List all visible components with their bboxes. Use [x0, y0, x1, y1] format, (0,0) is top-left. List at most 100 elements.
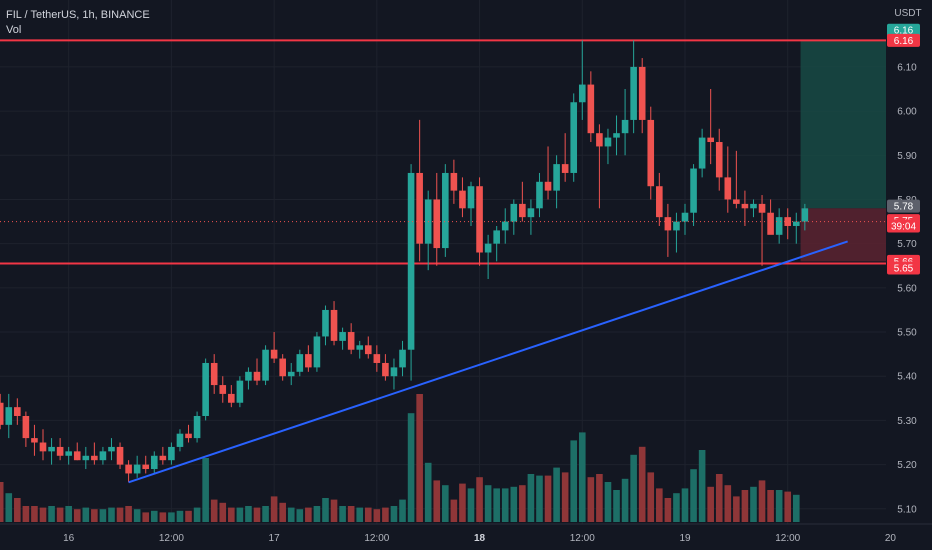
price-tick-label: 6.10 — [897, 62, 917, 73]
candle-body — [801, 208, 809, 222]
price-tag — [887, 23, 920, 37]
price-tag-label: 6.16 — [894, 26, 914, 37]
volume-bar — [56, 507, 64, 522]
volume-bar — [116, 507, 124, 522]
candle-body — [442, 172, 449, 249]
candle-body — [339, 332, 346, 341]
price-tag-label: 5.65 — [894, 263, 914, 274]
volume-bar — [664, 498, 672, 522]
candle-body — [510, 203, 518, 222]
candle-body — [193, 416, 201, 439]
candle-body — [245, 371, 252, 381]
volume-bar — [176, 510, 184, 522]
candle-body — [262, 349, 269, 381]
candle-body — [322, 309, 329, 337]
candle-body — [681, 212, 689, 222]
candle-body — [459, 190, 466, 209]
candle-body — [484, 243, 492, 253]
candle-body — [647, 119, 655, 187]
volume-bar — [133, 509, 141, 522]
candle-body — [22, 416, 30, 439]
volume-bar — [168, 512, 175, 522]
candle-body — [133, 464, 141, 474]
volume-bar — [185, 510, 192, 522]
candle-body — [305, 354, 312, 368]
candle-body — [116, 446, 124, 465]
candlesticks — [0, 40, 886, 483]
candle-body — [287, 371, 295, 377]
candle-body — [270, 349, 278, 359]
volume-bar — [322, 498, 329, 522]
horizontal-lines[interactable] — [0, 39, 886, 265]
candle-body — [715, 142, 723, 178]
volume-bar — [347, 506, 355, 522]
candle-body — [630, 66, 637, 120]
volume-bar — [501, 488, 509, 522]
currency-label: USDT — [894, 8, 921, 19]
candle-body — [99, 451, 107, 461]
volume-bar — [741, 490, 749, 522]
time-tick-label: 12:00 — [570, 533, 595, 544]
volume-legend[interactable]: Vol — [6, 24, 22, 36]
price-tick-label: 5.20 — [897, 460, 917, 471]
volume-bar — [193, 507, 201, 522]
price-tick-label: 5.70 — [897, 239, 917, 250]
candle-body — [561, 164, 569, 173]
price-tag-label: 5.78 — [894, 202, 914, 213]
volume-bar — [287, 507, 295, 522]
candle-body — [416, 172, 423, 244]
volume-bar — [750, 486, 757, 522]
candle-body — [185, 433, 192, 439]
candle-body — [613, 133, 620, 138]
volume-bar — [527, 474, 535, 522]
trendline-group[interactable] — [128, 240, 848, 484]
candle-body — [501, 221, 509, 231]
volume-bar — [467, 488, 475, 522]
volume-bar — [416, 394, 423, 522]
candle-body — [108, 446, 115, 452]
candle-body — [210, 362, 218, 386]
volume-bar — [587, 477, 595, 522]
volume-bar — [382, 507, 389, 522]
candle-body — [125, 464, 132, 474]
candle-body — [775, 217, 783, 235]
volume-bar — [544, 475, 552, 522]
volume-bars — [0, 394, 800, 522]
price-tag — [887, 219, 920, 233]
volume-bar — [690, 469, 697, 522]
volume-bar — [330, 499, 338, 522]
volume-bar — [142, 512, 150, 522]
candle-body — [553, 164, 560, 191]
volume-bar — [561, 472, 569, 522]
candle-body — [587, 84, 595, 134]
candle-body — [767, 212, 774, 235]
candle-body — [570, 102, 578, 173]
price-tag — [887, 261, 920, 275]
volume-bar — [91, 509, 98, 522]
volume-bar — [715, 474, 723, 522]
price-axis[interactable]: USDT5.105.205.305.405.505.605.705.805.90… — [886, 0, 932, 550]
volume-bar — [613, 490, 620, 522]
volume-bar — [373, 509, 381, 522]
time-tick-label: 12:00 — [364, 533, 389, 544]
candle-body — [596, 133, 603, 147]
price-tick-label: 6.00 — [897, 107, 917, 118]
candle-body — [656, 186, 663, 218]
time-tick-label: 18 — [474, 533, 486, 544]
volume-bar — [22, 506, 30, 522]
symbol-title[interactable]: FIL / TetherUS, 1h, BINANCE — [6, 9, 150, 21]
trendline[interactable] — [128, 240, 848, 484]
volume-bar — [476, 477, 483, 522]
candle-body — [31, 438, 38, 443]
candle-body — [142, 464, 150, 470]
volume-bar — [553, 467, 560, 522]
candle-body — [399, 349, 406, 368]
volume-bar — [698, 450, 706, 522]
candle-body — [750, 203, 757, 209]
candle-body — [604, 137, 612, 147]
volume-bar — [638, 446, 646, 522]
volume-bar — [31, 506, 38, 522]
volume-bar — [442, 485, 449, 522]
